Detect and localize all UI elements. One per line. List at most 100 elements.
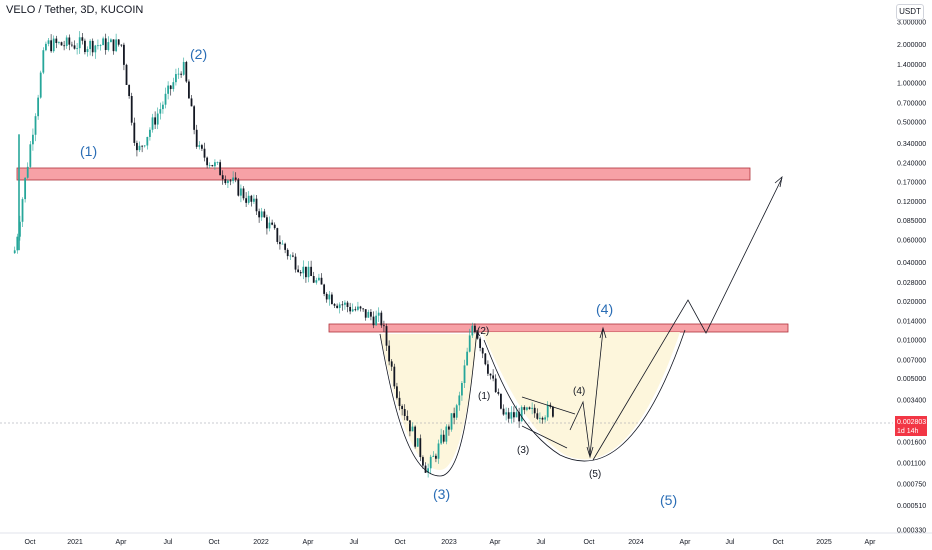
candle-body (167, 85, 170, 94)
y-tick-label: 2.000000 (897, 42, 926, 49)
candle-body (130, 96, 133, 123)
candle-body (154, 117, 157, 125)
candle-body (390, 361, 393, 367)
upper-resistance-zone[interactable] (16, 167, 751, 181)
candle-body (385, 326, 388, 346)
cup-right-shading (482, 332, 680, 460)
candle-body (424, 465, 427, 473)
candle-body (463, 365, 466, 383)
candle-body (536, 413, 539, 419)
candle-body (45, 43, 47, 51)
subwave-label-3: (3) (517, 445, 529, 456)
candle-body (180, 73, 183, 75)
candle-body (138, 145, 141, 151)
candle-body (162, 104, 164, 110)
candle-body (266, 217, 268, 229)
candle-body (383, 325, 385, 327)
candle-body (338, 304, 341, 308)
candle-body (19, 221, 21, 237)
x-tick-label: Apr (680, 539, 692, 546)
x-axis[interactable]: Oct 2021 Apr Jul Oct 2022 Apr Jul Oct 2023 Apr Jul O… (25, 539, 877, 546)
candle-body (445, 426, 448, 442)
y-tick-label: 1.400000 (897, 62, 926, 69)
y-tick-label: 0.170000 (897, 179, 926, 186)
candle-body (552, 406, 554, 417)
candle-body (518, 412, 521, 422)
y-tick-label: 0.500000 (897, 119, 926, 126)
candle-body (258, 211, 261, 218)
candle-body (377, 312, 380, 316)
candle-body (188, 81, 190, 99)
candle-body (102, 38, 105, 46)
candle-body (364, 309, 367, 318)
cup-curve-right (483, 329, 686, 462)
candle-body (336, 305, 339, 308)
candle-body (136, 142, 138, 151)
y-tick-label: 0.001100 (897, 460, 926, 467)
candle-body (414, 426, 417, 447)
candle-body (544, 417, 547, 420)
candle-body (388, 345, 391, 362)
candle-body (240, 188, 242, 196)
candle-body (68, 37, 71, 45)
candle-body (42, 50, 45, 73)
wave-label-1: (1) (80, 143, 97, 159)
y-axis[interactable]: 3.000000 2.000000 1.400000 1.000000 0.700000… (897, 20, 926, 535)
cup-shading (380, 334, 478, 470)
candle-body (531, 407, 534, 409)
candles-group (13, 31, 554, 478)
candle-body (479, 338, 482, 349)
y-tick-label: 0.001600 (897, 440, 926, 447)
candle-body (203, 148, 206, 158)
candle-body (325, 293, 328, 300)
y-tick-label: 0.014000 (897, 319, 926, 326)
x-tick-label: Oct (584, 539, 595, 546)
candle-body (221, 175, 224, 180)
candle-body (354, 309, 357, 311)
candle-body (546, 404, 549, 418)
candle-body (268, 222, 271, 229)
last-price-tag: 0.002803 1d 14h (895, 416, 927, 436)
candle-body (208, 165, 211, 166)
candle-body (110, 39, 112, 43)
candle-body (286, 249, 289, 257)
candle-body (234, 177, 237, 180)
candle-body (141, 145, 144, 147)
candle-body (37, 97, 40, 117)
last-price-value: 0.002803 (897, 419, 926, 426)
currency-badge[interactable]: USDT (896, 4, 924, 20)
lower-resistance-zone[interactable] (328, 323, 789, 333)
y-tick-label: 0.085000 (897, 218, 926, 225)
candle-body (401, 406, 404, 410)
candle-body (442, 434, 445, 442)
x-tick-label: Jul (537, 539, 546, 546)
candle-body (346, 302, 349, 307)
x-tick-label: 2024 (628, 539, 644, 546)
y-tick-label: 0.007000 (897, 357, 926, 364)
y-tick-label: 0.020000 (897, 299, 926, 306)
x-tick-label: Oct (395, 539, 406, 546)
y-tick-label: 3.000000 (897, 20, 926, 27)
arrow-head-sub (599, 326, 607, 339)
candle-body (305, 266, 307, 278)
candle-body (107, 42, 110, 50)
candle-body (214, 162, 216, 167)
candle-body (318, 277, 320, 281)
candle-body (289, 255, 292, 257)
candle-body (112, 39, 115, 52)
y-tick-label: 0.000510 (897, 503, 926, 510)
candle-body (359, 306, 362, 309)
candle-body (24, 177, 27, 200)
y-tick-label: 0.700000 (897, 101, 926, 108)
candle-body (26, 166, 29, 178)
wedge-upper-line (521, 396, 576, 415)
arrow-head-down (586, 446, 594, 459)
candle-body (294, 256, 297, 270)
candle-body (396, 386, 398, 398)
candle-body (419, 438, 422, 458)
candle-body (297, 269, 300, 273)
candle-body (523, 407, 526, 410)
candle-body (448, 426, 450, 430)
